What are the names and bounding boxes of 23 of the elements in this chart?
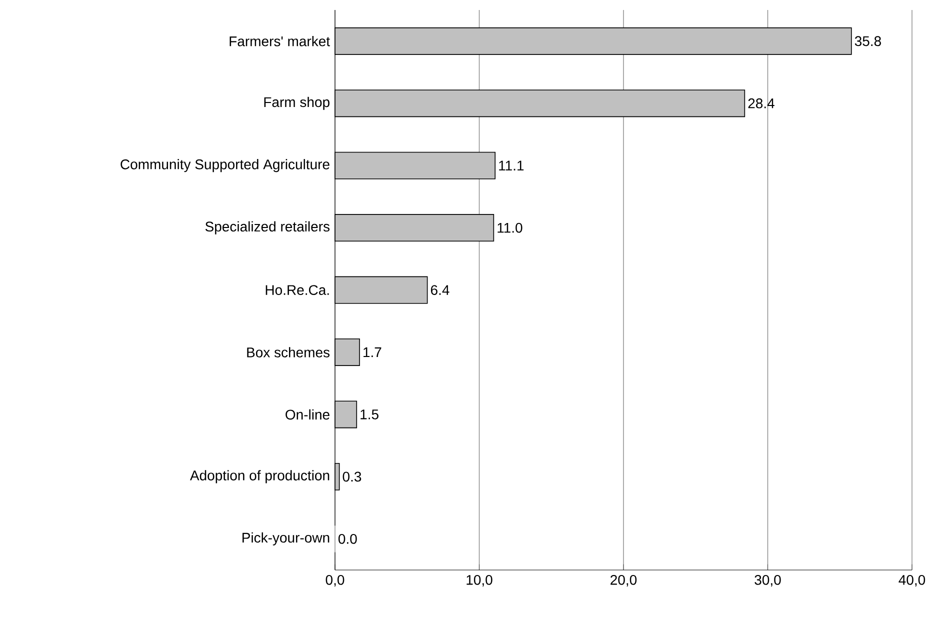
x-tick-label: 40,0 <box>898 574 926 587</box>
x-tick-label: 20,0 <box>610 574 637 587</box>
y-tick-label: On-line <box>286 409 330 420</box>
data-label: 1.7 <box>364 347 382 358</box>
data-label: 28.4 <box>748 98 774 108</box>
x-tick-label: 30,0 <box>754 574 781 587</box>
y-tick-label: Ho.Re.Ca. <box>266 285 329 295</box>
data-label: 11.0 <box>498 222 522 233</box>
data-label: 0.0 <box>338 534 357 544</box>
y-tick-label: Community Supported Agriculture <box>120 159 330 172</box>
y-tick-label: Farm shop <box>264 96 330 110</box>
x-tick-label: 0,0 <box>326 574 344 587</box>
data-label: 6.4 <box>430 285 450 295</box>
y-tick-label: Specialized retailers <box>205 221 330 234</box>
y-tick-label: Box schemes <box>247 347 330 358</box>
data-label: 0.3 <box>342 472 362 482</box>
y-tick-label: Pick-your-own <box>242 532 330 546</box>
x-tick-label: 10,0 <box>466 574 492 587</box>
data-label: 35.8 <box>854 36 881 46</box>
data-label: 11.1 <box>499 160 524 170</box>
y-tick-label: Adoption of production <box>190 470 330 484</box>
y-tick-label: Farmers' market <box>230 36 330 46</box>
data-label: 1.5 <box>360 410 378 420</box>
